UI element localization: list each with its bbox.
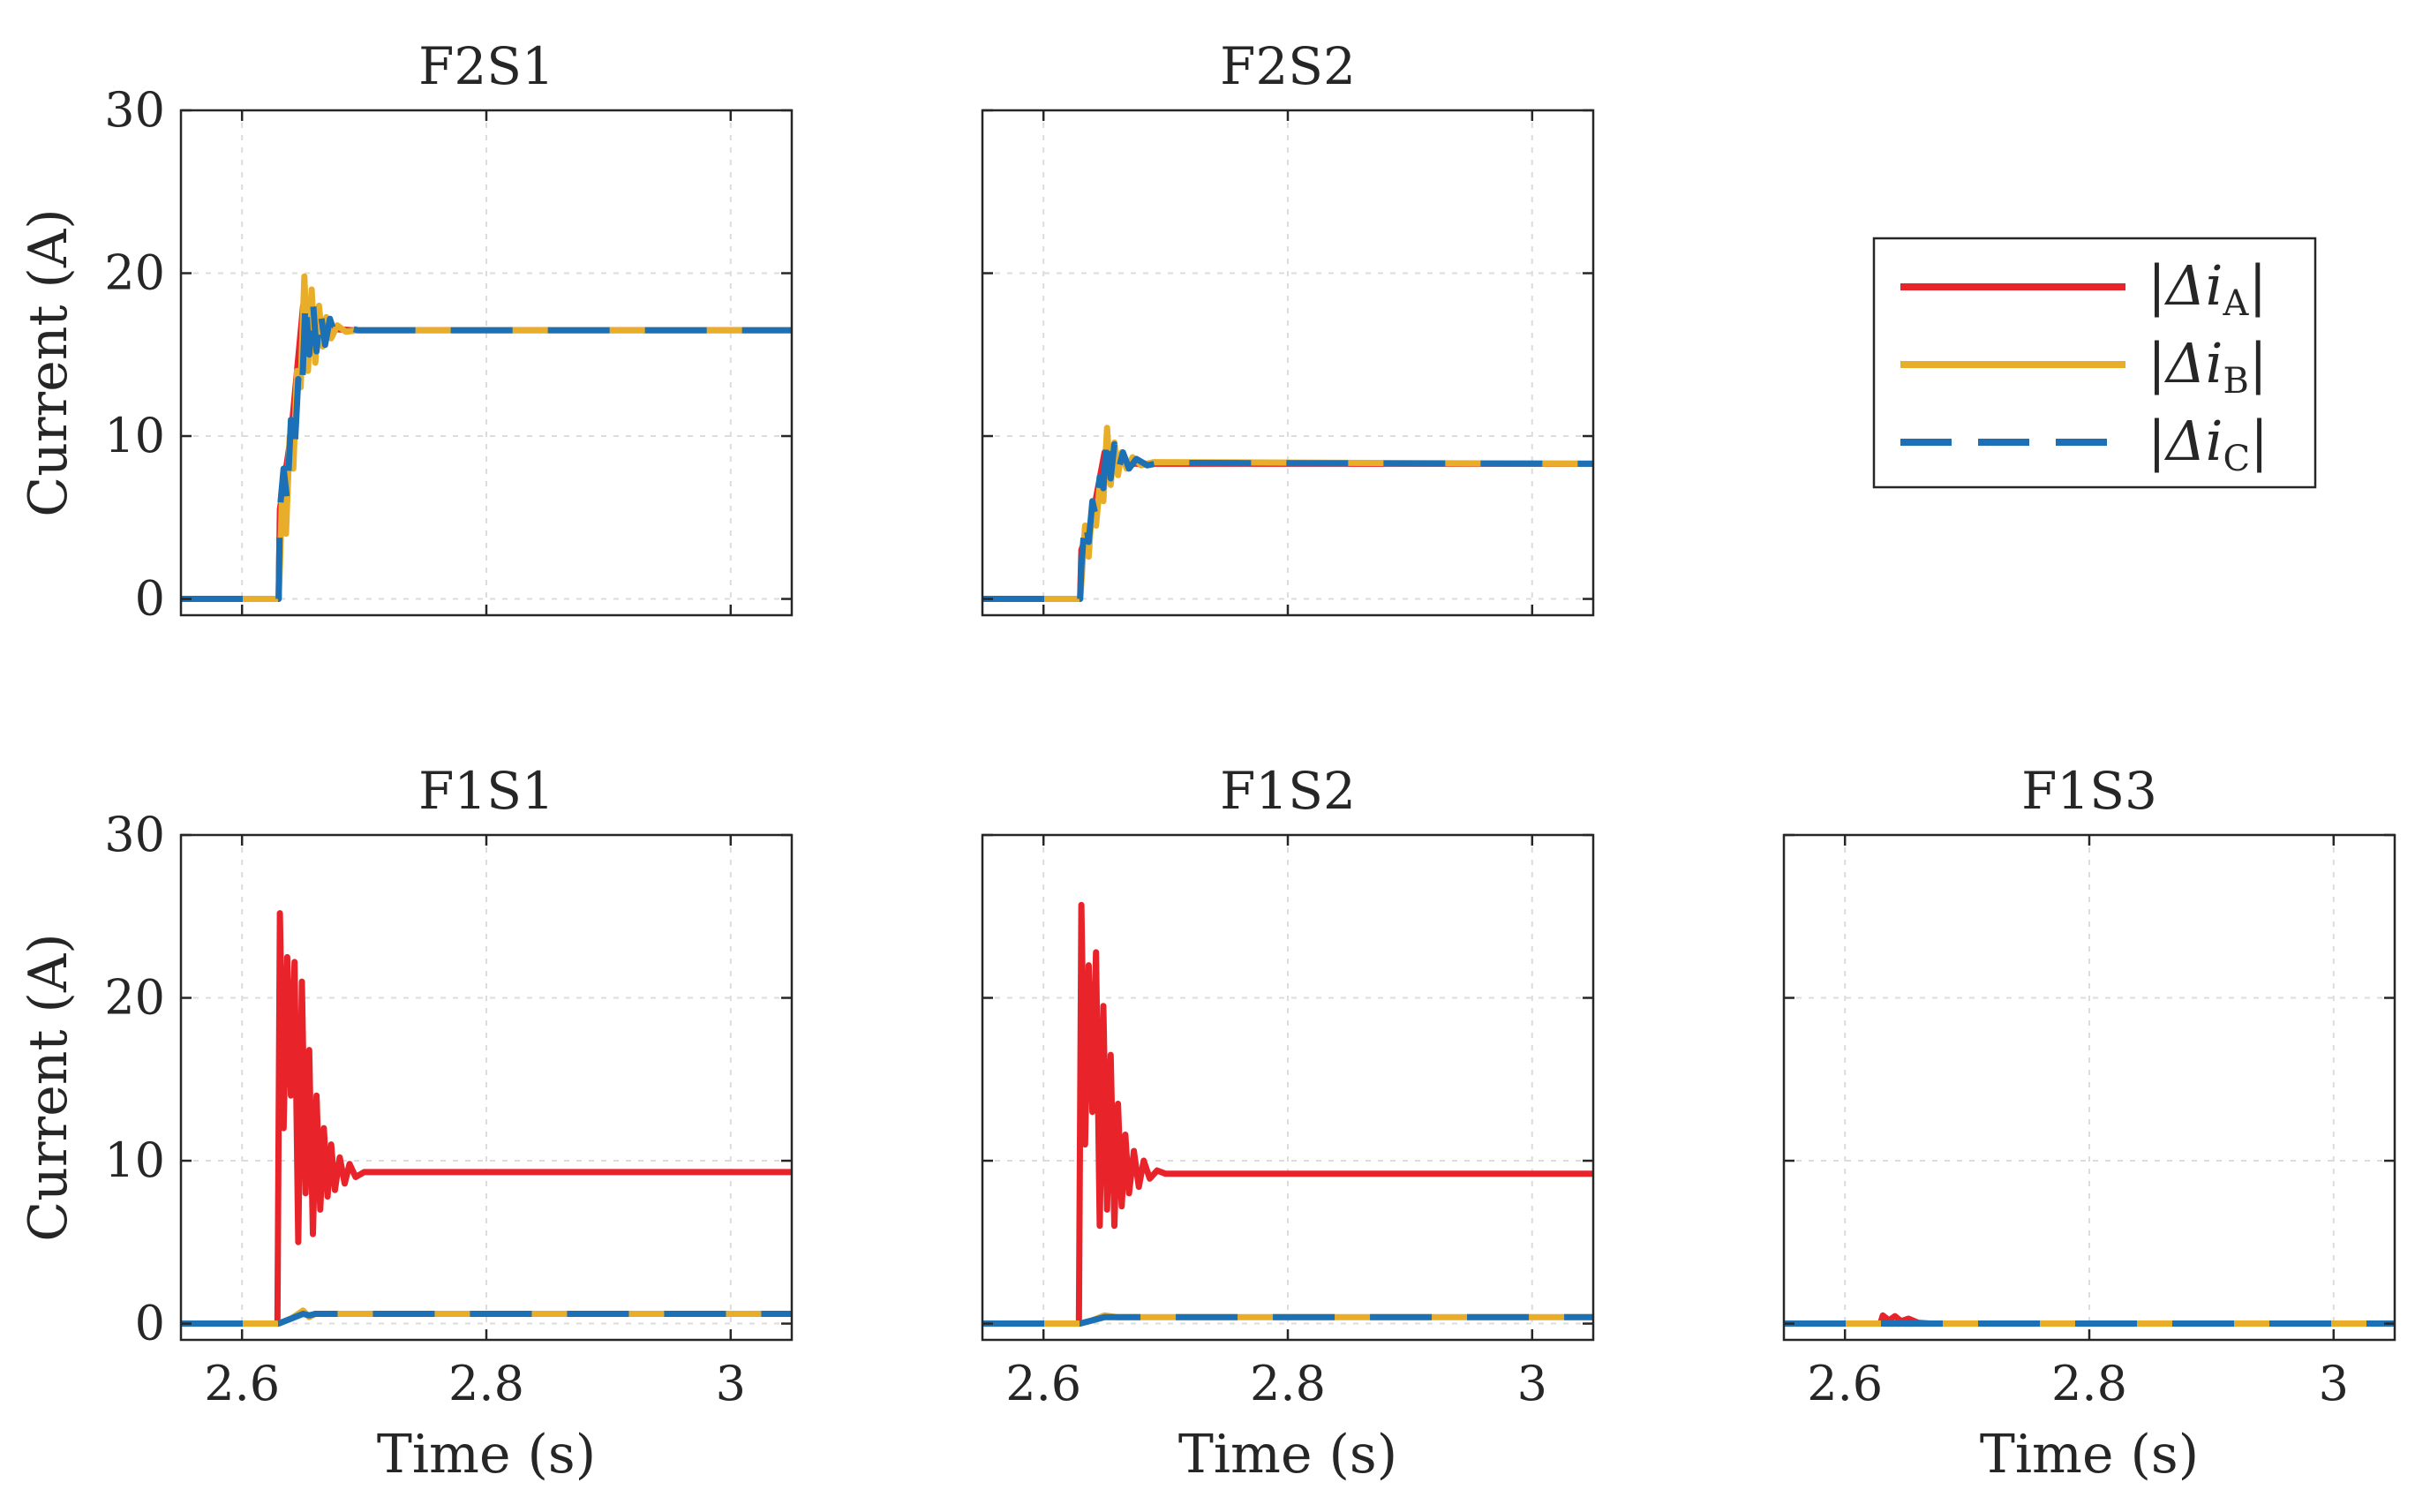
series-group	[181, 910, 792, 1327]
subplot-f1s2: 2.6 2.8 3 F1S2 Time (s)	[981, 761, 1595, 1486]
series-line-a	[982, 901, 1593, 1327]
y-tick-label: 10	[104, 1132, 165, 1188]
series-line-c	[982, 1313, 1593, 1327]
subplot-title: F1S3	[2021, 761, 2157, 821]
x-axis-label: Time (s)	[377, 1424, 596, 1486]
x-tick-label: 2.8	[2051, 1356, 2127, 1411]
legend-label-close: |	[2250, 409, 2268, 473]
x-axis-label: Time (s)	[1980, 1424, 2199, 1486]
y-tick-label: 30	[104, 807, 165, 862]
y-tick-label: 20	[104, 245, 165, 301]
x-axis-label: Time (s)	[1178, 1424, 1397, 1486]
series-line-b	[982, 425, 1593, 602]
series-line-a	[181, 910, 792, 1327]
series-group	[982, 425, 1593, 602]
series-group	[181, 273, 792, 602]
y-tick-label: 30	[104, 82, 165, 138]
x-tick-label: 3	[2319, 1356, 2349, 1411]
subplot-f1s3: 2.6 2.8 3 F1S3 Time (s)	[1782, 761, 2396, 1486]
legend: |ΔiA||ΔiB||ΔiC|	[1872, 237, 2317, 489]
y-tick-label: 10	[104, 408, 165, 463]
legend-label-subscript: C	[2223, 439, 2251, 479]
legend-label-text: |Δi	[2148, 409, 2223, 473]
subplot-f2s1: 0 10 20 30 F2S1 Current (A)	[18, 36, 794, 627]
legend-label-text: |Δi	[2148, 253, 2223, 318]
y-axis-label: Current (A)	[18, 208, 79, 516]
legend-label-subscript: A	[2223, 283, 2250, 324]
x-tick-label: 2.6	[1005, 1356, 1081, 1411]
series-group	[1784, 1312, 2395, 1327]
y-tick-label: 0	[135, 571, 165, 627]
y-axis-label: Current (A)	[18, 933, 79, 1241]
series-line-c	[181, 294, 792, 602]
x-tick-label: 2.8	[448, 1356, 524, 1411]
legend-label-c: |ΔiC|	[2148, 409, 2268, 479]
x-tick-label: 3	[716, 1356, 746, 1411]
legend-label-b: |ΔiB|	[2148, 331, 2268, 402]
subplot-title: F1S1	[418, 761, 554, 821]
legend-label-close: |	[2249, 331, 2268, 395]
legend-label-close: |	[2248, 253, 2267, 318]
x-tick-label: 2.6	[204, 1356, 280, 1411]
series-line-c	[181, 1311, 792, 1327]
series-line-c	[982, 429, 1593, 602]
legend-label-a: |ΔiA|	[2148, 253, 2267, 324]
x-tick-label: 2.8	[1250, 1356, 1326, 1411]
series-line-a	[982, 449, 1593, 602]
subplot-title: F2S1	[418, 36, 554, 96]
y-tick-label: 20	[104, 970, 165, 1026]
subplot-title: F2S2	[1220, 36, 1356, 96]
x-tick-label: 2.6	[1807, 1356, 1883, 1411]
legend-label-text: |Δi	[2148, 331, 2223, 395]
subplot-title: F1S2	[1220, 761, 1356, 821]
subplot-f2s2: F2S2	[981, 36, 1595, 617]
x-tick-label: 3	[1517, 1356, 1547, 1411]
y-tick-label: 0	[135, 1296, 165, 1351]
series-group	[982, 901, 1593, 1327]
legend-label-subscript: B	[2223, 361, 2249, 402]
